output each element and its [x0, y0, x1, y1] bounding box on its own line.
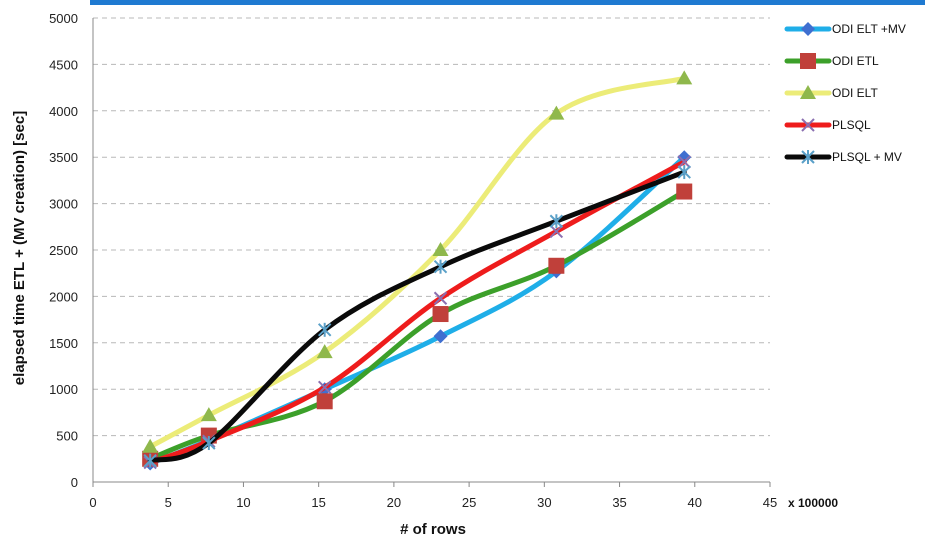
series-plsql-mv: [143, 165, 691, 468]
x-tick-label: 0: [89, 495, 96, 510]
data-point: [677, 165, 691, 180]
y-axis-title: elapsed time ETL + (MV creation) [sec]: [11, 111, 28, 385]
y-tick-label: 1000: [49, 382, 78, 397]
x-tick-label: 40: [688, 495, 702, 510]
top-accent-bar: [90, 0, 925, 5]
data-point: [433, 329, 448, 344]
y-tick-label: 500: [56, 429, 78, 444]
data-point: [202, 436, 216, 451]
y-tick-label: 3500: [49, 150, 78, 165]
x-axis-title: # of rows: [400, 521, 466, 538]
legend-marker: [801, 22, 815, 36]
y-tick-label: 3000: [49, 197, 78, 212]
data-point: [432, 242, 449, 256]
x-tick-label: 5: [165, 495, 172, 510]
data-point: [142, 438, 159, 453]
legend-item: PLSQL + MV: [784, 150, 902, 164]
x-tick-label: 25: [462, 495, 476, 510]
legend-label: PLSQL + MV: [832, 150, 902, 164]
y-tick-label: 1500: [49, 336, 78, 351]
series-line: [147, 159, 687, 466]
data-point: [433, 259, 448, 274]
legend: ODI ELT +MV ODI ETL ODI ELT PLSQL PLSQL + MV: [784, 22, 906, 164]
legend-marker: [800, 85, 816, 99]
legend-item: ODI ELT +MV: [784, 22, 906, 36]
y-tick-label: 2000: [49, 289, 78, 304]
data-point: [317, 380, 332, 395]
x-tick-label: 45: [763, 495, 777, 510]
y-tick-label: 4500: [49, 57, 78, 72]
x-axis-unit: x 100000: [788, 496, 838, 510]
data-point: [317, 322, 332, 337]
x-tick-labels: 0 5 10 15 20 25 30 35 40 45: [89, 495, 777, 510]
x-tick-label: 15: [311, 495, 325, 510]
x-tick-label: 10: [236, 495, 250, 510]
legend-label: PLSQL: [832, 118, 871, 132]
data-point: [677, 155, 691, 169]
data-point: [548, 257, 565, 274]
axes: [92, 18, 771, 487]
series-line: [147, 75, 687, 450]
data-point: [432, 306, 449, 323]
data-point: [676, 70, 693, 85]
legend-marker: [801, 150, 815, 164]
data-point: [549, 224, 564, 239]
data-point: [549, 214, 564, 229]
legend-item: ODI ELT: [784, 85, 878, 100]
legend-marker: [800, 53, 816, 69]
y-tick-label: 0: [71, 475, 78, 490]
x-tick-label: 20: [387, 495, 401, 510]
series-layer: [142, 70, 693, 471]
data-point: [433, 291, 448, 305]
legend-label: ODI ELT +MV: [832, 22, 906, 36]
series-odi-elt: [142, 70, 693, 453]
y-tick-label: 5000: [49, 11, 78, 26]
y-tick-label: 2500: [49, 243, 78, 258]
data-point: [316, 393, 333, 410]
data-point: [676, 183, 693, 200]
legend-item: ODI ETL: [784, 53, 879, 69]
data-point: [200, 407, 217, 422]
data-point: [677, 150, 692, 165]
legend-item: PLSQL: [784, 118, 871, 132]
x-tick-label: 35: [612, 495, 626, 510]
legend-label: ODI ELT: [832, 86, 878, 100]
legend-label: ODI ETL: [832, 54, 879, 68]
data-point: [143, 453, 157, 468]
y-tick-label: 4000: [49, 104, 78, 119]
data-point: [548, 105, 565, 120]
data-point: [316, 344, 333, 359]
x-tick-label: 30: [537, 495, 551, 510]
legend-marker: [801, 118, 815, 132]
y-tick-labels: 0 500 1000 1500 2000 2500 3000 3500 4000 4500 5000: [49, 11, 78, 490]
